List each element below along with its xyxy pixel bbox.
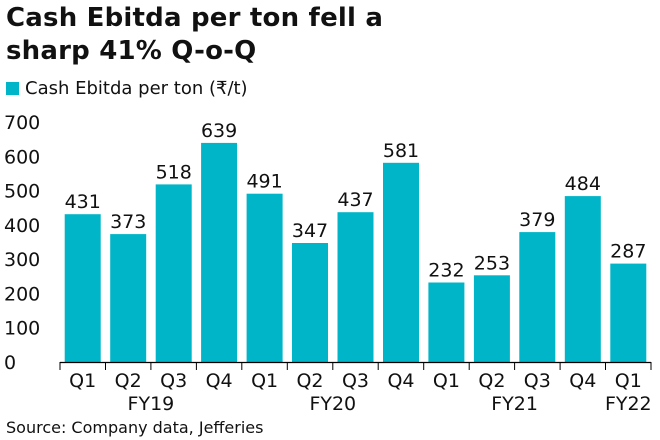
x-tick-label: Q4 xyxy=(206,370,233,392)
bar xyxy=(246,193,283,362)
bar xyxy=(519,232,556,362)
x-tick-label: Q1 xyxy=(251,370,278,392)
bar-value-label: 431 xyxy=(65,191,101,213)
x-tick-label: Q3 xyxy=(524,370,551,392)
fiscal-year-label: FY19 xyxy=(128,393,175,415)
bar-value-label: 347 xyxy=(292,220,328,242)
x-tick-label: Q2 xyxy=(478,370,505,392)
y-tick-label: 700 xyxy=(4,112,40,134)
source-note: Source: Company data, Jefferies xyxy=(6,418,264,437)
legend-swatch xyxy=(6,81,19,95)
bar-value-label: 491 xyxy=(246,171,282,193)
x-tick-label: Q1 xyxy=(433,370,460,392)
bar xyxy=(428,282,465,362)
bar xyxy=(473,275,510,362)
bar-value-label: 639 xyxy=(201,120,237,142)
bar-value-label: 581 xyxy=(383,140,419,162)
bar xyxy=(337,212,374,362)
bar xyxy=(64,214,101,362)
chart-title: Cash Ebitda per ton fell a sharp 41% Q-o… xyxy=(6,2,626,68)
bar xyxy=(292,243,328,362)
bar-value-label: 287 xyxy=(610,241,646,263)
bar xyxy=(155,184,192,362)
bar-value-label: 232 xyxy=(428,260,464,282)
bar xyxy=(201,142,238,362)
x-tick-label: Q3 xyxy=(342,370,369,392)
legend-label: Cash Ebitda per ton (₹/t) xyxy=(25,77,248,99)
y-tick-label: 100 xyxy=(4,318,40,340)
bar xyxy=(610,263,647,362)
fiscal-year-label: FY22 xyxy=(605,393,652,415)
x-axis: Q1 Q2 Q3 Q4 Q1 Q2 Q3 Q4 Q1 Q2 Q3 Q4 Q1 FY19 FY20 FY21 FY… xyxy=(59,361,652,415)
x-tick-label: Q4 xyxy=(569,370,596,392)
x-tick-label: Q2 xyxy=(115,370,142,392)
bar-value-label: 379 xyxy=(519,209,555,231)
bars xyxy=(64,142,647,362)
bar-value-label: 518 xyxy=(156,161,192,183)
data-labels: 431 373 518 639 491 347 437 581 232 253 379 484 287 xyxy=(65,120,647,282)
fiscal-year-label: FY20 xyxy=(309,393,356,415)
y-tick-label: 0 xyxy=(4,352,16,374)
y-tick-label: 400 xyxy=(4,215,40,237)
x-tick-label: Q1 xyxy=(69,370,96,392)
legend: Cash Ebitda per ton (₹/t) xyxy=(6,77,248,99)
chart-title-line2: sharp 41% Q-o-Q xyxy=(6,36,257,66)
y-axis: 0 100 200 300 400 500 600 700 xyxy=(4,112,40,374)
y-tick-label: 500 xyxy=(4,181,40,203)
y-tick-label: 300 xyxy=(4,249,40,271)
x-tick-label: Q3 xyxy=(160,370,187,392)
bar-value-label: 253 xyxy=(474,252,510,274)
bar xyxy=(383,162,419,362)
chart-title-line1: Cash Ebitda per ton fell a xyxy=(6,3,384,33)
y-tick-label: 200 xyxy=(4,283,40,305)
x-tick-label: Q4 xyxy=(387,370,414,392)
y-tick-label: 600 xyxy=(4,146,40,168)
bar-value-label: 373 xyxy=(110,211,146,233)
bar xyxy=(110,234,147,362)
bar-value-label: 437 xyxy=(337,189,373,211)
bar xyxy=(564,196,601,362)
x-tick-label: Q2 xyxy=(296,370,323,392)
bar-value-label: 484 xyxy=(565,173,601,195)
x-tick-label: Q1 xyxy=(615,370,642,392)
bar-chart: 0 100 200 300 400 500 600 700 431 373 518 639 491 34… xyxy=(4,112,652,415)
fiscal-year-label: FY21 xyxy=(491,393,538,415)
